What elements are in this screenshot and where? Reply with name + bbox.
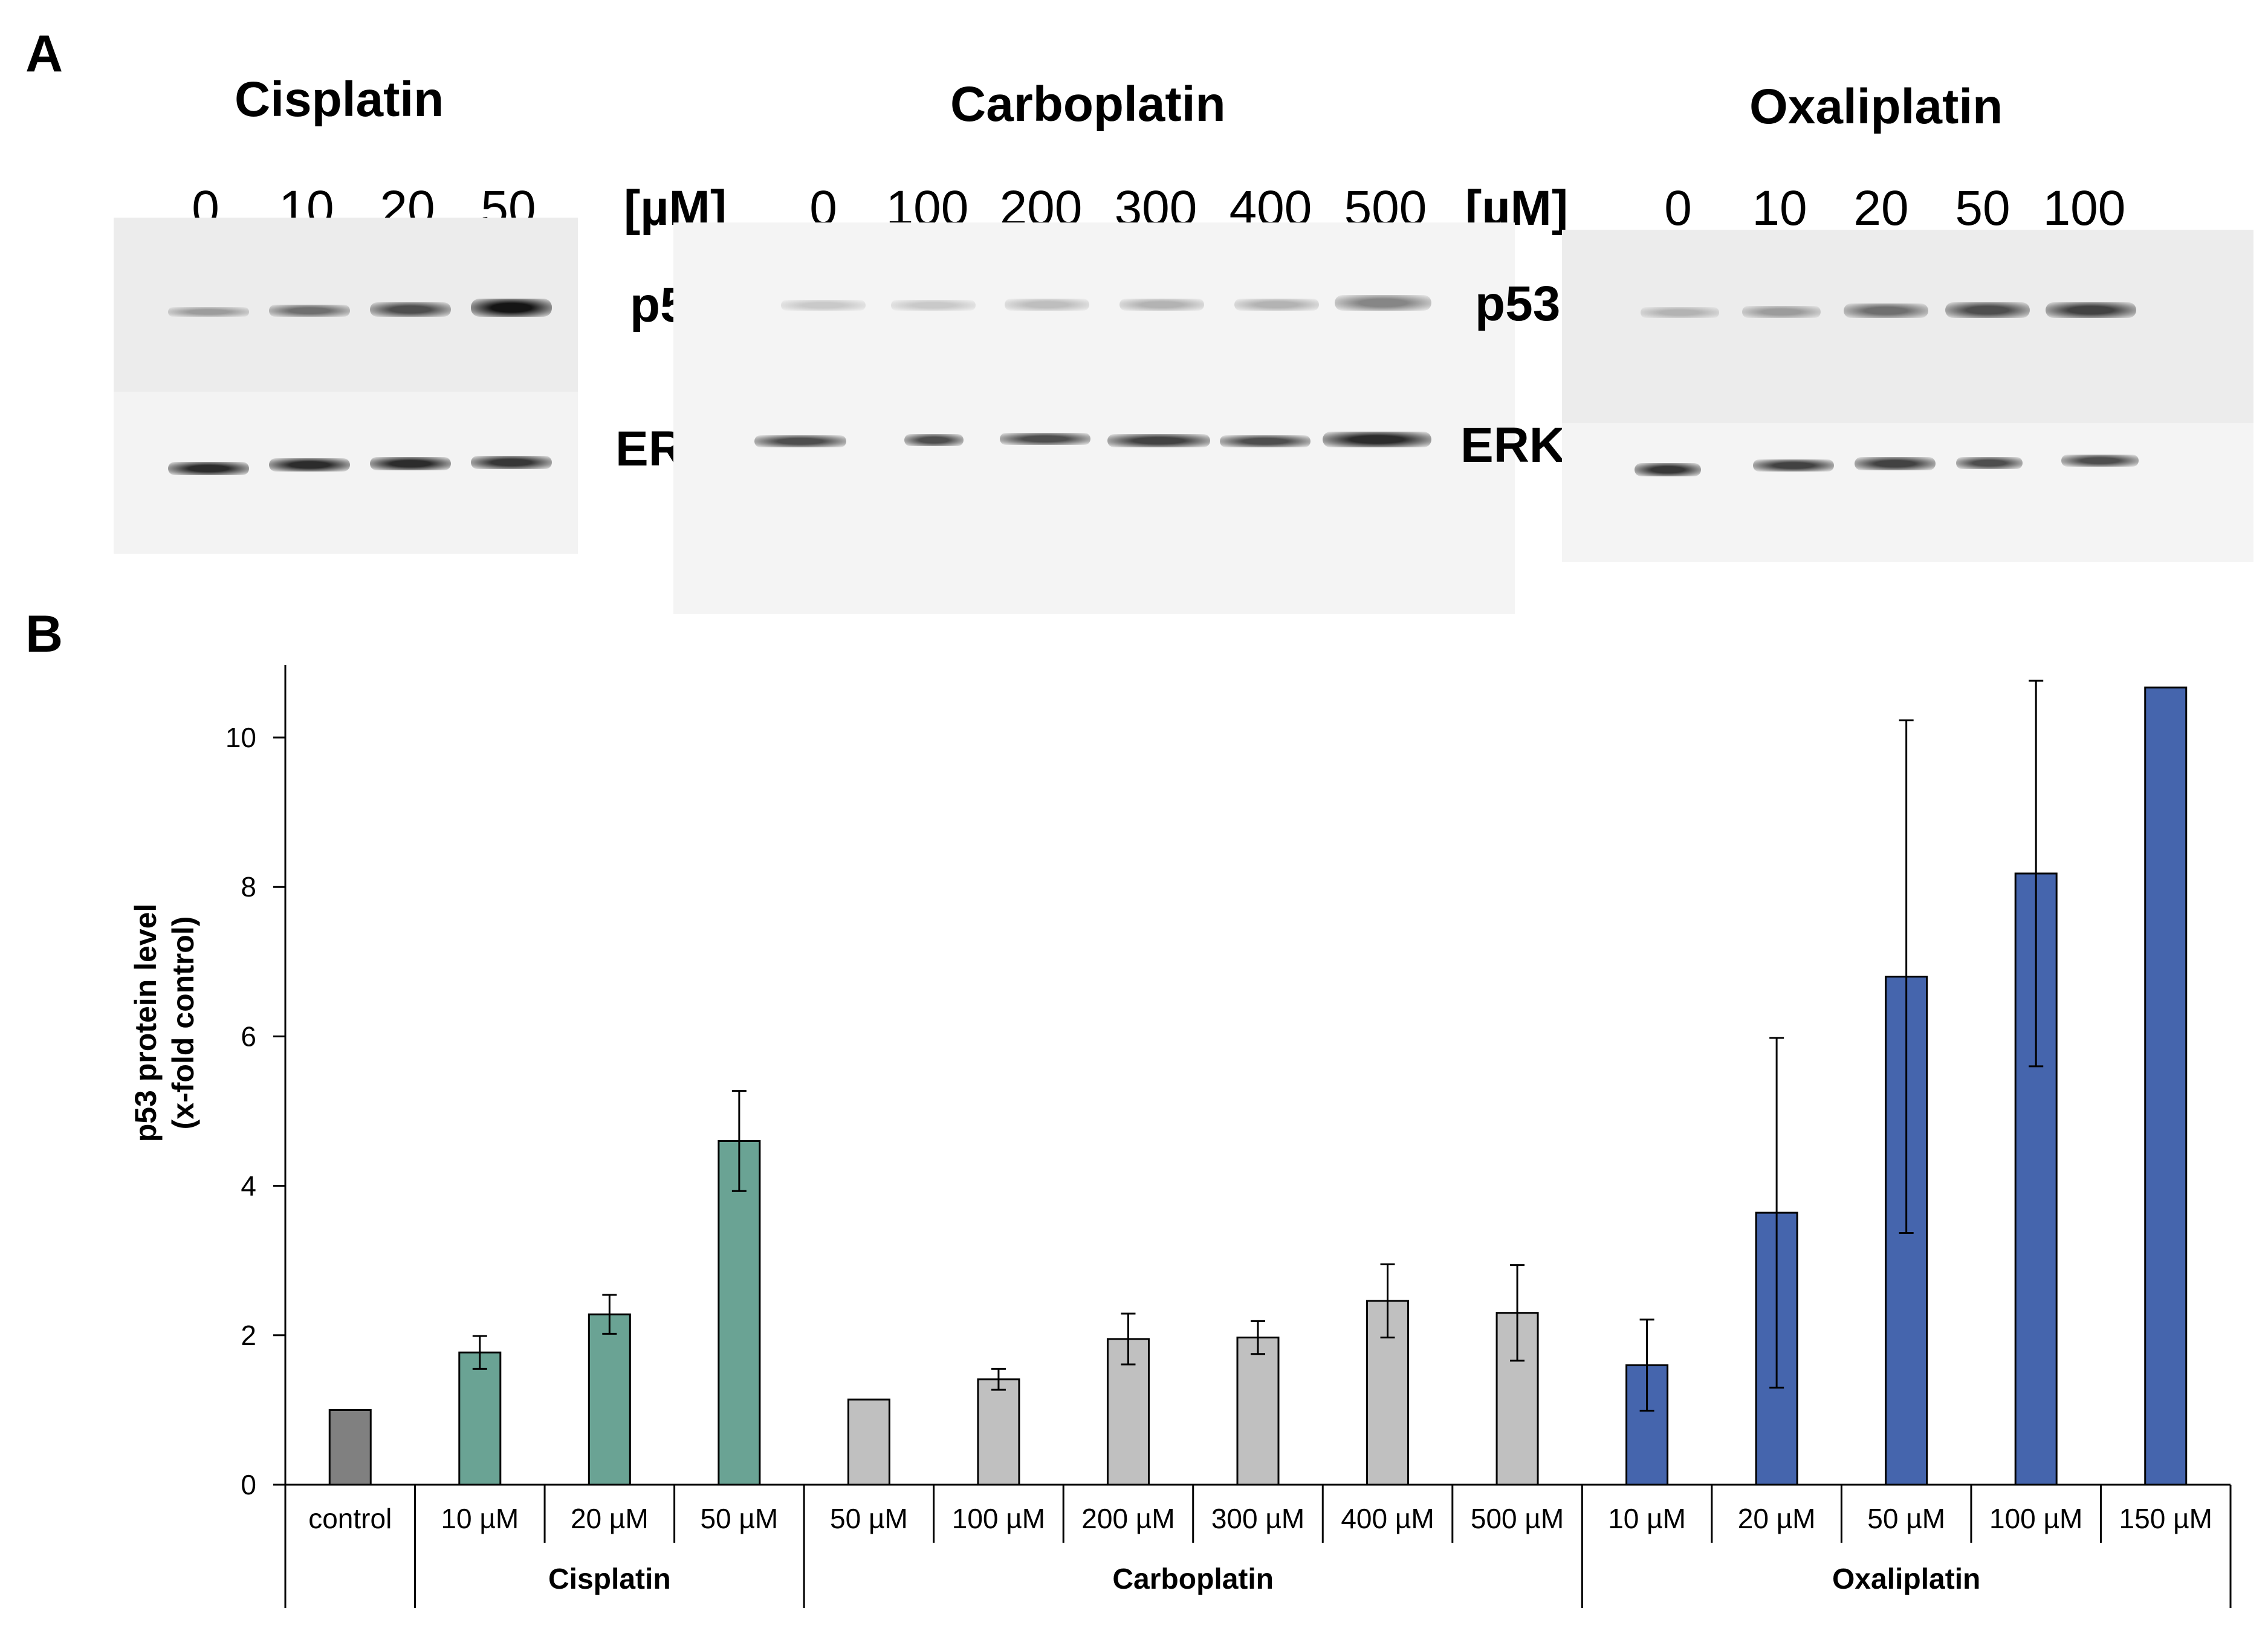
y-tick-label: 6 (241, 1020, 256, 1052)
oxaliplatin-lane-label: 20 (1853, 181, 1909, 236)
bar (2144, 686, 2188, 1486)
x-category-label: 20 µM (571, 1503, 649, 1534)
x-category-label: 20 µM (1738, 1503, 1816, 1534)
x-category-label: 50 µM (700, 1503, 778, 1534)
carboplatin-blot-image (673, 222, 1515, 614)
oxaliplatin-p53-band (1844, 303, 1928, 318)
oxaliplatin-erk2-band (1635, 463, 1701, 476)
x-category-label: 150 µM (2119, 1503, 2212, 1534)
y-tick-label: 0 (241, 1469, 256, 1500)
carboplatin-p53-band (891, 300, 976, 311)
y-tick-label: 4 (241, 1170, 256, 1202)
cisplatin-erk2-band (471, 456, 552, 469)
cisplatin-p53-band (168, 307, 249, 317)
oxaliplatin-lane-label: 50 (1955, 181, 2010, 236)
oxaliplatin-lane-label: 100 (2043, 181, 2126, 236)
oxaliplatin-erk2-strip (1562, 423, 2253, 562)
x-category-label: 10 µM (1608, 1503, 1686, 1534)
bar (718, 1140, 761, 1486)
oxaliplatin-erk2-band (1753, 459, 1834, 472)
carboplatin-p53-band (1234, 299, 1319, 311)
carboplatin-p53-band (1005, 299, 1089, 311)
panel-a-letter: A (25, 25, 63, 83)
oxaliplatin-p53-band (2046, 302, 2136, 318)
cisplatin-blot-image (114, 218, 578, 554)
cisplatin-erk2-band (168, 462, 249, 475)
y-axis-label: (x-fold control) (166, 916, 200, 1130)
oxaliplatin-p53-band (1641, 307, 1719, 318)
cisplatin-erk2-band (370, 457, 451, 470)
carboplatin-p53-band (1335, 295, 1431, 311)
x-category-label: 50 µM (1867, 1503, 1945, 1534)
carboplatin-erk2-band (1323, 432, 1431, 447)
oxaliplatin-erk2-band (1956, 457, 2023, 469)
x-category-label: control (308, 1503, 392, 1534)
cisplatin-p53-band (370, 302, 451, 317)
x-group-label: Oxaliplatin (1832, 1563, 1980, 1595)
x-category-label: 100 µM (1989, 1503, 2082, 1534)
cisplatin-p53-band (269, 305, 350, 317)
x-category-label: 400 µM (1341, 1503, 1434, 1534)
cisplatin-erk2-band (269, 458, 350, 472)
y-tick-label: 8 (241, 871, 256, 903)
oxaliplatin-lane-label: 10 (1752, 181, 1807, 236)
carboplatin-p53-label: p53 (1475, 276, 1561, 331)
x-category-label: 100 µM (952, 1503, 1045, 1534)
bar (1236, 1337, 1280, 1486)
p53-bar-chart: 0 2 4 6 8 10 p53 protein level (x-fold control)… (129, 665, 2232, 1608)
carboplatin-p53-band (781, 300, 866, 311)
y-axis-label: p53 protein level (129, 904, 163, 1143)
bar (458, 1351, 502, 1486)
oxaliplatin-p53-band (1742, 306, 1821, 318)
carboplatin-blot-title: Carboplatin (950, 77, 1226, 132)
x-category-label: 50 µM (830, 1503, 908, 1534)
bar (847, 1398, 890, 1486)
x-category-label: 200 µM (1081, 1503, 1174, 1534)
carboplatin-erk2-band (1000, 433, 1090, 445)
x-category-label: 10 µM (441, 1503, 519, 1534)
cisplatin-p53-band (471, 299, 552, 317)
carboplatin-erk2-band (754, 435, 846, 447)
x-category-label: 500 µM (1471, 1503, 1564, 1534)
oxaliplatin-p53-band (1945, 302, 2030, 318)
oxaliplatin-lane-label: 0 (1664, 181, 1692, 236)
bar (328, 1409, 372, 1486)
x-category-label: 300 µM (1211, 1503, 1304, 1534)
carboplatin-erk2-band (1107, 434, 1210, 447)
oxaliplatin-blot-image (1562, 230, 2253, 562)
bar (588, 1313, 631, 1486)
x-group-label: Cisplatin (548, 1563, 671, 1595)
carboplatin-strip (673, 222, 1515, 614)
y-tick-label: 2 (241, 1320, 256, 1351)
y-tick-label: 10 (225, 722, 256, 753)
x-group-label: Carboplatin (1112, 1563, 1274, 1595)
oxaliplatin-blot-title: Oxaliplatin (1749, 79, 2003, 134)
oxaliplatin-erk2-band (1855, 457, 1936, 470)
cisplatin-blot-title: Cisplatin (235, 72, 444, 127)
carboplatin-p53-band (1119, 299, 1204, 311)
panel-b-letter: B (25, 605, 63, 663)
oxaliplatin-p53-strip (1562, 230, 2253, 423)
bar (977, 1378, 1020, 1486)
carboplatin-erk2-band (904, 434, 964, 446)
oxaliplatin-erk2-band (2061, 455, 2139, 467)
carboplatin-erk2-band (1220, 435, 1311, 447)
